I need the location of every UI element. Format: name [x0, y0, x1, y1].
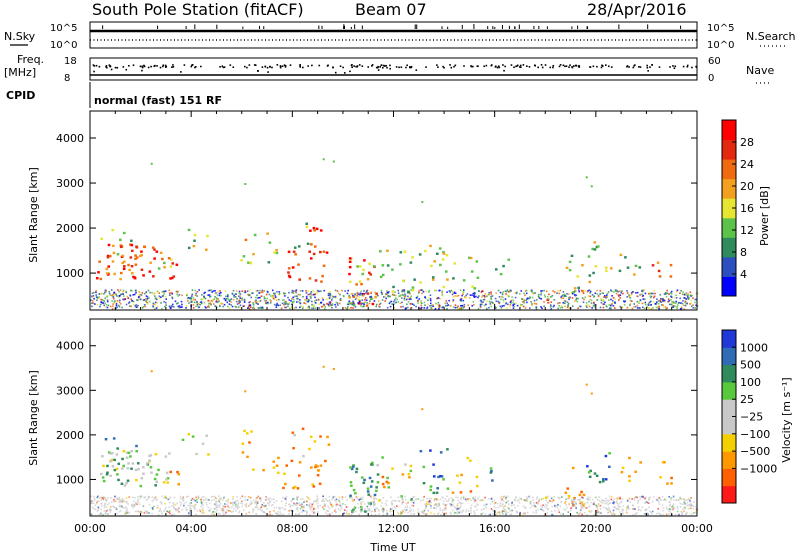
xtick-label: 20:00 [580, 522, 612, 535]
colorbar-swatch [722, 451, 736, 469]
ytick-label: 4000 [56, 340, 84, 353]
velocity-xticks: 00:00 04:00 08:00 12:00 16:00 20:00 00:00 [74, 319, 713, 535]
xtick-label: 00:00 [681, 522, 713, 535]
colorbar-tick-label: 8 [740, 246, 747, 259]
colorbar-swatch [722, 364, 736, 383]
xtick-label: 12:00 [378, 522, 410, 535]
colorbar-tick-label: −1000 [740, 462, 777, 475]
velocity-colorbar-label: Velocity [m s⁻¹] [780, 377, 793, 462]
ytick-label: 4000 [56, 132, 84, 145]
velocity-ylabel: Slant Range [km] [27, 370, 40, 466]
colorbar-swatch [722, 139, 736, 160]
colorbar-swatch [722, 381, 736, 400]
colorbar-tick-label: 500 [740, 359, 761, 372]
power-ylabel: Slant Range [km] [27, 167, 40, 263]
nave-min: 0 [708, 73, 714, 84]
date-label: 28/Apr/2016 [587, 0, 687, 19]
colorbar-tick-label: −100 [740, 428, 770, 441]
ytick-label: 2000 [56, 222, 84, 235]
nsearch-min: 10^0 [707, 40, 734, 51]
colorbar-swatch [722, 399, 736, 417]
colorbar-swatch [722, 120, 736, 141]
cpid-value: normal (fast) 151 RF [94, 94, 222, 107]
power-heatmap-cells [90, 158, 699, 310]
ytick-label: 1000 [56, 473, 84, 486]
colorbar-tick-label: −25 [740, 411, 763, 424]
freq-label-2: [MHz] [4, 66, 36, 79]
xtick-label: 16:00 [479, 522, 511, 535]
velocity-yticks: 1000 2000 3000 4000 [56, 340, 697, 486]
time-axis-label: Time UT [369, 541, 415, 554]
colorbar-swatch [722, 178, 736, 199]
colorbar-swatch [722, 256, 736, 277]
colorbar-tick-label: 24 [740, 158, 754, 171]
colorbar-tick-label: 28 [740, 136, 754, 149]
power-yticks: 1000 2000 3000 4000 [56, 132, 697, 280]
colorbar-swatch [722, 276, 736, 297]
power-colorbar: 4 8 12 16 20 24 28 [721, 119, 754, 297]
colorbar-swatch [722, 347, 736, 366]
freq-strip-frame [89, 57, 698, 81]
colorbar-swatch [722, 198, 736, 219]
nave-label: Nave [746, 64, 774, 77]
colorbar-tick-label: 16 [740, 202, 754, 215]
colorbar-tick-label: 25 [740, 393, 754, 406]
cpid-label: CPID [6, 89, 35, 102]
beam-label: Beam 07 [355, 0, 427, 19]
colorbar-swatch [722, 237, 736, 258]
nsearch-max: 10^5 [707, 23, 734, 34]
nsky-series [90, 24, 697, 33]
station-title: South Pole Station (fitACF) [92, 0, 304, 19]
nave-max: 60 [708, 56, 721, 67]
velocity-panel-frame [89, 318, 698, 517]
power-panel-frame [89, 110, 698, 311]
xtick-label: 04:00 [175, 522, 207, 535]
nsky-label: N.Sky [4, 30, 36, 43]
colorbar-tick-label: 4 [740, 268, 747, 281]
colorbar-swatch [722, 217, 736, 238]
colorbar-swatch [722, 485, 736, 504]
ytick-label: 2000 [56, 429, 84, 442]
colorbar-tick-label: 12 [740, 224, 754, 237]
power-xtick-marks [89, 111, 698, 310]
nsky-min: 10^0 [50, 40, 77, 51]
velocity-heatmap-cells [90, 365, 698, 516]
colorbar-swatch [722, 330, 736, 348]
colorbar-swatch [722, 433, 736, 452]
xtick-label: 00:00 [74, 522, 106, 535]
ytick-label: 3000 [56, 177, 84, 190]
freq-label-1: Freq. [17, 53, 44, 66]
xtick-label: 08:00 [276, 522, 308, 535]
colorbar-tick-label: 1000 [740, 341, 768, 354]
velocity-colorbar: 1000 500 100 25 −25 −100 −500 −1000 [721, 329, 777, 504]
nsky-max: 10^5 [50, 23, 77, 34]
nsearch-label: N.Search [746, 30, 796, 43]
colorbar-swatch [722, 159, 736, 180]
nsky-strip-frame [89, 21, 698, 49]
power-colorbar-label: Power [dB] [758, 186, 771, 246]
nave-series [92, 64, 698, 74]
ytick-label: 1000 [56, 267, 84, 280]
colorbar-tick-label: −500 [740, 445, 770, 458]
freq-min: 8 [64, 73, 70, 84]
freq-max: 18 [64, 56, 77, 67]
ytick-label: 3000 [56, 384, 84, 397]
colorbar-tick-label: 100 [740, 376, 761, 389]
colorbar-swatch [722, 468, 736, 487]
colorbar-swatch [722, 416, 736, 435]
colorbar-tick-label: 20 [740, 180, 754, 193]
